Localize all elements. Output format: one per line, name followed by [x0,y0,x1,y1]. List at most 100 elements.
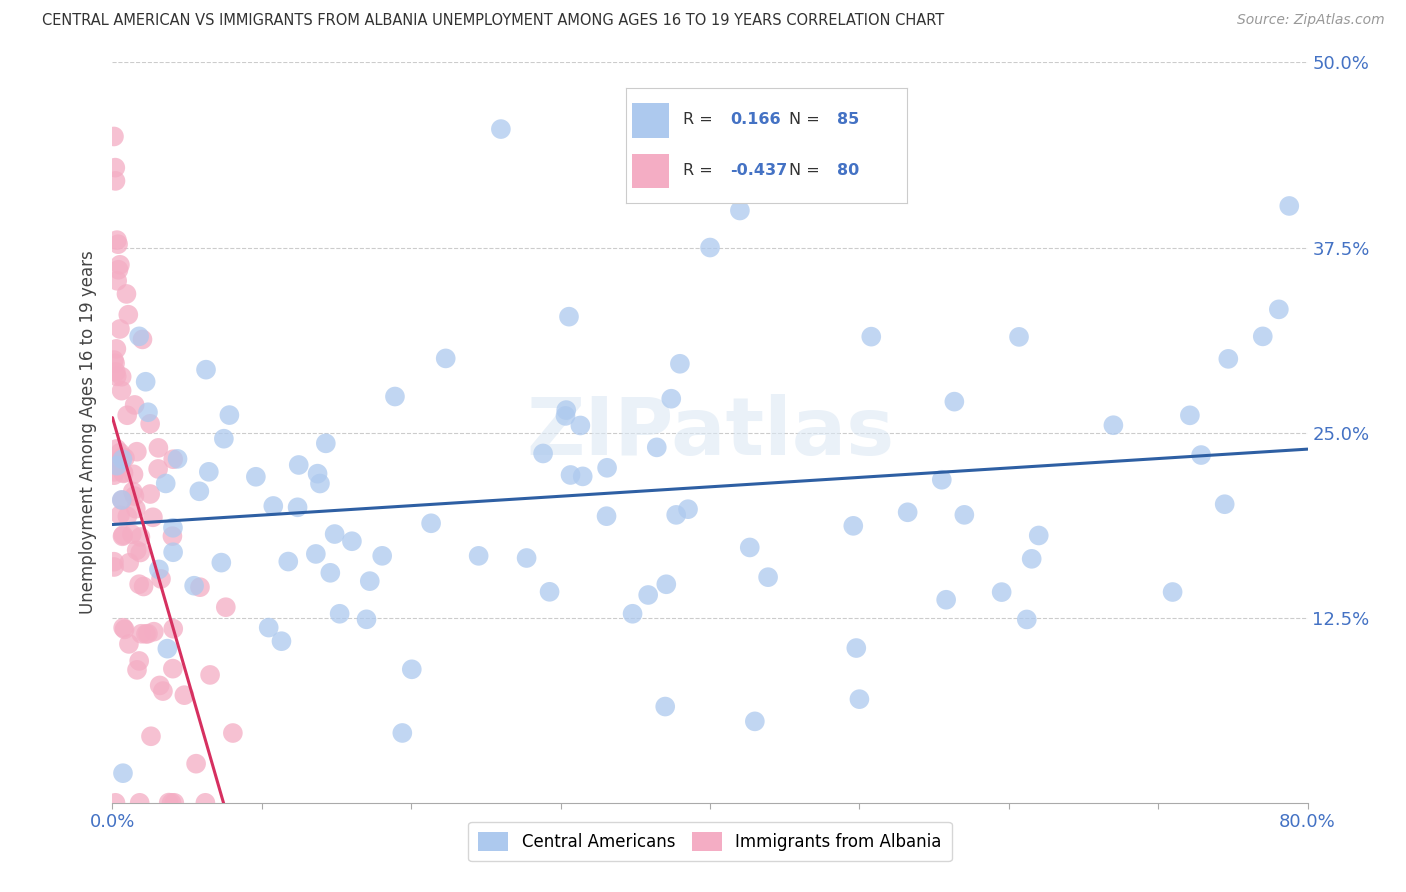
Point [114,450,136,465]
Point [1218,351,1240,366]
Point [287,500,309,515]
Point [160,796,183,810]
Text: Source: ZipAtlas.com: Source: ZipAtlas.com [1237,13,1385,28]
Point [183,579,205,593]
Point [897,505,920,519]
Point [129,626,152,640]
Point [162,521,184,535]
Point [152,684,174,698]
Point [323,527,346,541]
Point [166,451,188,466]
Point [118,637,141,651]
Point [107,262,129,277]
Point [108,258,131,272]
Point [538,584,561,599]
Point [645,441,668,455]
Point [188,580,211,594]
Point [125,663,148,677]
Point [105,458,128,473]
Point [107,237,129,252]
Point [1178,409,1201,423]
Point [1021,551,1043,566]
Point [654,699,676,714]
Point [188,484,211,499]
Point [209,556,232,570]
Point [990,585,1012,599]
Point [621,607,644,621]
Point [108,322,131,336]
Point [104,174,127,188]
Point [257,621,280,635]
Point [1251,329,1274,343]
Point [420,516,443,531]
Point [245,469,267,483]
Point [148,441,170,455]
Point [163,796,186,810]
Point [117,308,139,322]
Point [728,203,751,218]
Point [1015,612,1038,626]
Point [112,467,135,481]
Point [659,392,682,406]
Point [560,467,582,482]
Point [489,122,512,136]
Point [121,484,143,499]
Point [384,390,406,404]
Point [139,417,162,431]
Point [371,549,394,563]
Point [112,528,135,542]
Point [135,375,157,389]
Point [262,499,284,513]
Point [309,476,332,491]
Point [1278,199,1301,213]
Point [124,489,146,503]
Point [194,796,217,810]
Point [125,444,148,458]
Point [149,678,172,692]
Point [105,233,128,247]
Point [110,384,132,398]
Point [359,574,381,588]
Point [111,492,134,507]
Point [162,452,184,467]
Point [173,688,195,702]
Point [340,534,363,549]
Point [136,626,159,640]
Point [128,577,150,591]
Point [104,161,127,175]
Point [121,527,143,541]
Point [198,668,221,682]
Point [112,466,135,480]
Point [146,462,169,476]
Point [103,468,125,483]
Point [131,332,153,346]
Point [953,508,976,522]
Text: ZIPatlas: ZIPatlas [526,393,894,472]
Point [845,640,868,655]
Point [155,476,177,491]
Point [156,641,179,656]
Point [1161,585,1184,599]
Text: CENTRAL AMERICAN VS IMMIGRANTS FROM ALBANIA UNEMPLOYMENT AMONG AGES 16 TO 19 YEA: CENTRAL AMERICAN VS IMMIGRANTS FROM ALBA… [42,13,945,29]
Point [669,357,692,371]
Point [218,408,240,422]
Point [104,796,127,810]
Point [558,310,581,324]
Point [1028,528,1050,542]
Point [162,529,184,543]
Point [655,577,678,591]
Point [162,662,184,676]
Point [103,353,125,368]
Point [1268,302,1291,317]
Point [124,398,146,412]
Point [111,452,134,467]
Point [842,519,865,533]
Point [150,572,173,586]
Point [112,621,135,635]
Point [516,551,538,566]
Point [162,545,184,559]
Point [401,662,423,676]
Point [676,502,699,516]
Point [935,592,957,607]
Point [270,634,292,648]
